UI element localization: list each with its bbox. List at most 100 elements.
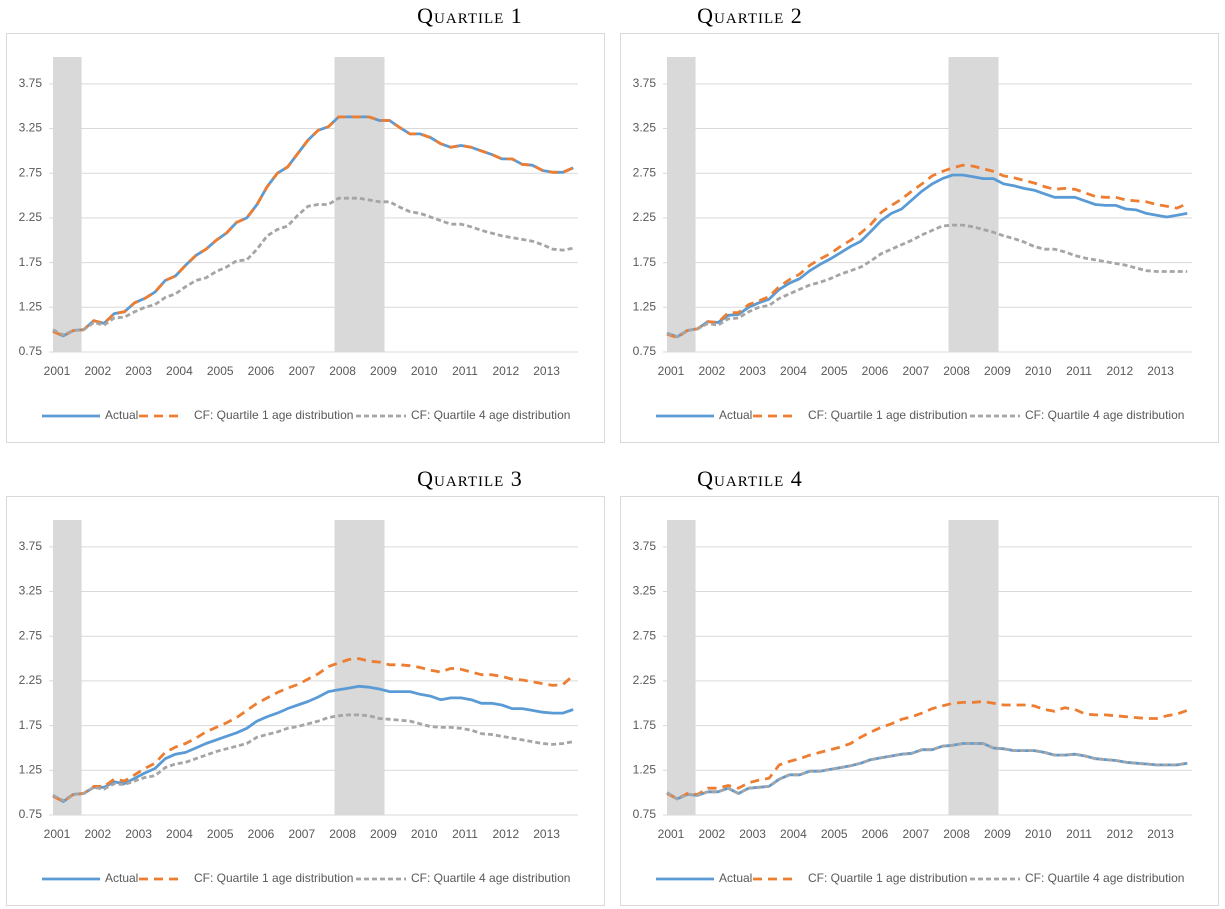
x-tick-label: 2005 [821,364,848,378]
chart-title: Quartile 2 [697,3,803,28]
legend-label: CF: Quartile 4 age distribution [1025,408,1184,422]
x-tick-label: 2002 [698,364,725,378]
x-tick-label: 2002 [698,827,725,841]
x-tick-label: 2013 [533,827,560,841]
x-tick-label: 2005 [207,827,234,841]
y-tick-label: 1.75 [19,718,43,732]
x-tick-label: 2001 [658,364,685,378]
x-tick-label: 2003 [739,364,766,378]
y-tick-label: 1.25 [19,299,43,313]
panel: Quartile 3 0.75 1.25 1.75 2.25 2.75 3.25 3.75 20… [6,466,605,906]
panel: Quartile 2 0.75 1.25 1.75 2.25 2.75 3.25 3.75 20… [620,3,1219,443]
series-line [52,657,575,803]
x-tick-label: 2008 [329,827,356,841]
series-line [666,700,1188,801]
x-tick-label: 2010 [1025,364,1052,378]
shaded-period [667,57,696,352]
x-tick-label: 2012 [492,827,519,841]
x-tick-label: 2007 [902,827,929,841]
x-tick-label: 2012 [1106,827,1133,841]
x-tick-label: 2007 [902,364,929,378]
x-tick-label: 2008 [943,364,970,378]
series-line [666,223,1188,339]
series-line [52,684,574,803]
legend-label: Actual [719,871,752,885]
panel-frame [620,33,1219,443]
x-tick-label: 2003 [125,364,152,378]
x-tick-label: 2010 [411,827,438,841]
series-line [666,173,1188,339]
x-tick-label: 2008 [329,364,356,378]
x-tick-label: 2004 [780,364,807,378]
y-tick-label: 2.25 [633,673,657,687]
x-tick-label: 2012 [492,364,519,378]
x-tick-label: 2011 [1066,364,1092,378]
x-tick-label: 2001 [658,827,685,841]
x-tick-label: 2006 [862,827,889,841]
y-tick-label: 3.75 [633,539,657,553]
chart-title: Quartile 4 [697,466,803,491]
y-tick-label: 2.25 [633,210,657,224]
legend-label: CF: Quartile 1 age distribution [808,408,967,422]
legend-label: CF: Quartile 4 age distribution [411,871,570,885]
shaded-period [334,57,385,352]
series-line [52,196,574,337]
x-tick-label: 2005 [207,364,234,378]
legend-label: Actual [105,871,138,885]
y-tick-label: 3.75 [19,539,43,553]
chart-title: Quartile 1 [417,3,523,28]
shaded-period [948,520,999,815]
series-line [666,742,1188,801]
legend-label: CF: Quartile 4 age distribution [411,408,570,422]
y-tick-label: 3.25 [19,121,43,135]
y-tick-label: 3.75 [633,76,657,90]
x-tick-label: 2009 [370,364,397,378]
x-tick-label: 2006 [248,364,275,378]
x-tick-label: 2010 [411,364,438,378]
y-tick-label: 3.25 [633,121,657,135]
x-tick-label: 2013 [1147,827,1174,841]
y-tick-label: 3.75 [19,76,43,90]
shaded-period [53,57,82,352]
x-tick-label: 2010 [1025,827,1052,841]
x-tick-label: 2009 [984,364,1011,378]
x-tick-label: 2006 [862,364,889,378]
y-tick-label: 2.75 [633,628,657,642]
legend-label: CF: Quartile 1 age distribution [194,408,353,422]
x-tick-label: 2013 [533,364,560,378]
shaded-period [667,520,696,815]
shaded-period [334,520,385,815]
x-tick-label: 2009 [984,827,1011,841]
chart-title: Quartile 3 [417,466,523,491]
y-tick-label: 2.75 [633,165,657,179]
y-tick-label: 3.25 [19,584,43,598]
legend-label: Actual [105,408,138,422]
x-tick-label: 2002 [84,364,111,378]
panel: Quartile 1 0.75 1.25 1.75 2.25 2.75 3.25 3.75 20… [6,3,605,443]
legend-label: Actual [719,408,752,422]
x-tick-label: 2006 [248,827,275,841]
x-tick-label: 2004 [166,364,193,378]
shaded-period [53,520,82,815]
y-tick-label: 1.75 [633,718,657,732]
x-tick-label: 2002 [84,827,111,841]
panel-frame [6,33,605,443]
legend-label: CF: Quartile 4 age distribution [1025,871,1184,885]
x-tick-label: 2003 [739,827,766,841]
legend-label: CF: Quartile 1 age distribution [194,871,353,885]
x-tick-label: 2004 [166,827,193,841]
x-tick-label: 2007 [288,827,315,841]
x-tick-label: 2007 [288,364,315,378]
y-tick-label: 2.25 [19,673,43,687]
y-tick-label: 2.75 [19,628,43,642]
x-tick-label: 2011 [452,827,478,841]
panel-frame [620,496,1219,906]
series-line [52,115,574,338]
y-tick-label: 2.75 [19,165,43,179]
y-tick-label: 1.75 [633,255,657,269]
y-tick-label: 0.75 [19,807,43,821]
x-tick-label: 2001 [44,827,71,841]
x-tick-label: 2003 [125,827,152,841]
